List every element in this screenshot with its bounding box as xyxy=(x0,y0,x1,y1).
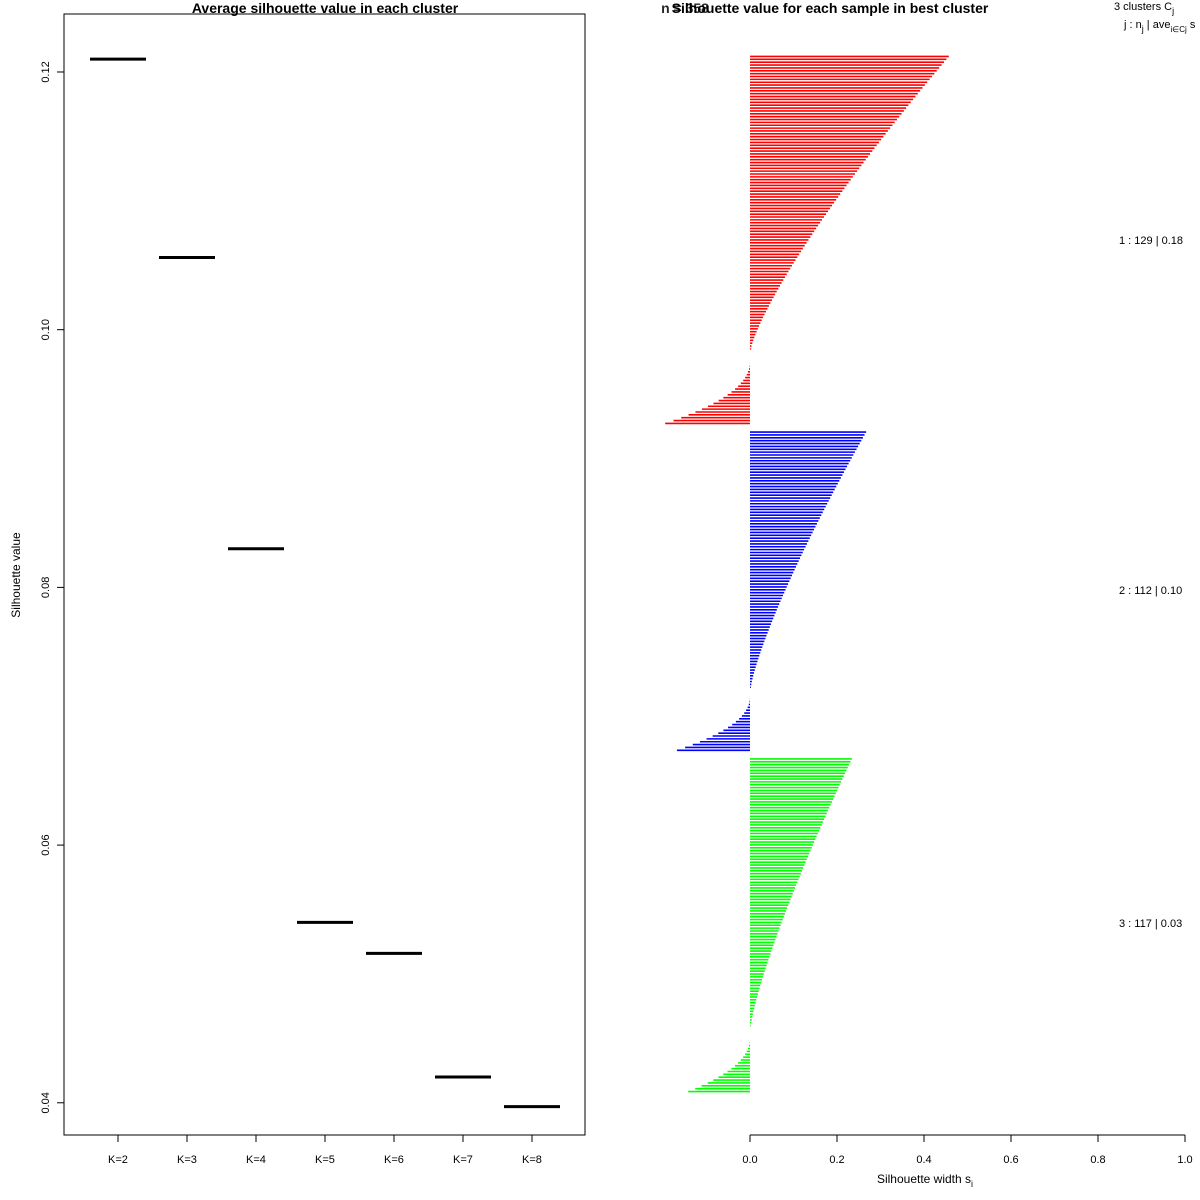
right-x-tick-label: 0.4 xyxy=(916,1154,931,1166)
legend-subheader: j : nj | avei∈Cj s xyxy=(1123,19,1196,34)
right-x-tick-label: 1.0 xyxy=(1177,1154,1192,1166)
left-y-tick-label: 0.10 xyxy=(40,319,52,340)
legend-header: 3 clusters Cj xyxy=(1114,1,1174,16)
left-x-tick-label: K=6 xyxy=(384,1154,404,1166)
left-title: Average silhouette value in each cluster xyxy=(192,0,459,16)
right-overlapping-title: n = 358 xyxy=(661,0,709,16)
silhouette-bars xyxy=(665,55,949,1093)
right-x-axis-label: Silhouette width si xyxy=(877,1172,973,1189)
right-x-tick-label: 0.6 xyxy=(1003,1154,1018,1166)
right-title: Silhouette value for each sample in best… xyxy=(672,0,989,16)
left-y-tick-label: 0.06 xyxy=(40,834,52,855)
left-x-tick-label: K=4 xyxy=(246,1154,266,1166)
left-x-tick-label: K=8 xyxy=(522,1154,542,1166)
left-y-tick-label: 0.08 xyxy=(40,577,52,598)
right-x-ticks: 0.0 0.2 0.4 0.6 0.8 1.0 xyxy=(742,1135,1193,1166)
left-x-tick-label: K=5 xyxy=(315,1154,335,1166)
left-y-axis-label: Silhouette value xyxy=(9,532,23,618)
cluster-legend: 3 clusters Cj j : nj | avei∈Cj s 1 : 129… xyxy=(1114,1,1196,930)
left-x-tick-label: K=3 xyxy=(177,1154,197,1166)
left-x-tick-label: K=7 xyxy=(453,1154,473,1166)
right-x-tick-label: 0.0 xyxy=(742,1154,757,1166)
cluster-1-stats: 1 : 129 | 0.18 xyxy=(1119,235,1183,247)
left-y-tick-label: 0.04 xyxy=(40,1092,52,1113)
right-x-tick-label: 0.8 xyxy=(1090,1154,1105,1166)
left-y-tick-label: 0.12 xyxy=(40,61,52,82)
cluster-2-stats: 2 : 112 | 0.10 xyxy=(1119,585,1182,597)
cluster-3-stats: 3 : 117 | 0.03 xyxy=(1119,918,1182,930)
left-panel: Average silhouette value in each cluster… xyxy=(9,0,586,1166)
left-data-marks xyxy=(90,57,560,1109)
left-plot-frame xyxy=(63,13,586,1136)
left-x-tick-label: K=2 xyxy=(108,1154,128,1166)
right-x-tick-label: 0.2 xyxy=(829,1154,844,1166)
left-x-ticks: K=2 K=3 K=4 K=5 K=6 K=7 K=8 xyxy=(108,1135,542,1166)
left-y-ticks: 0.04 0.06 0.08 0.10 0.12 xyxy=(40,61,64,1113)
right-panel: Silhouette value for each sample in best… xyxy=(661,0,1196,1189)
